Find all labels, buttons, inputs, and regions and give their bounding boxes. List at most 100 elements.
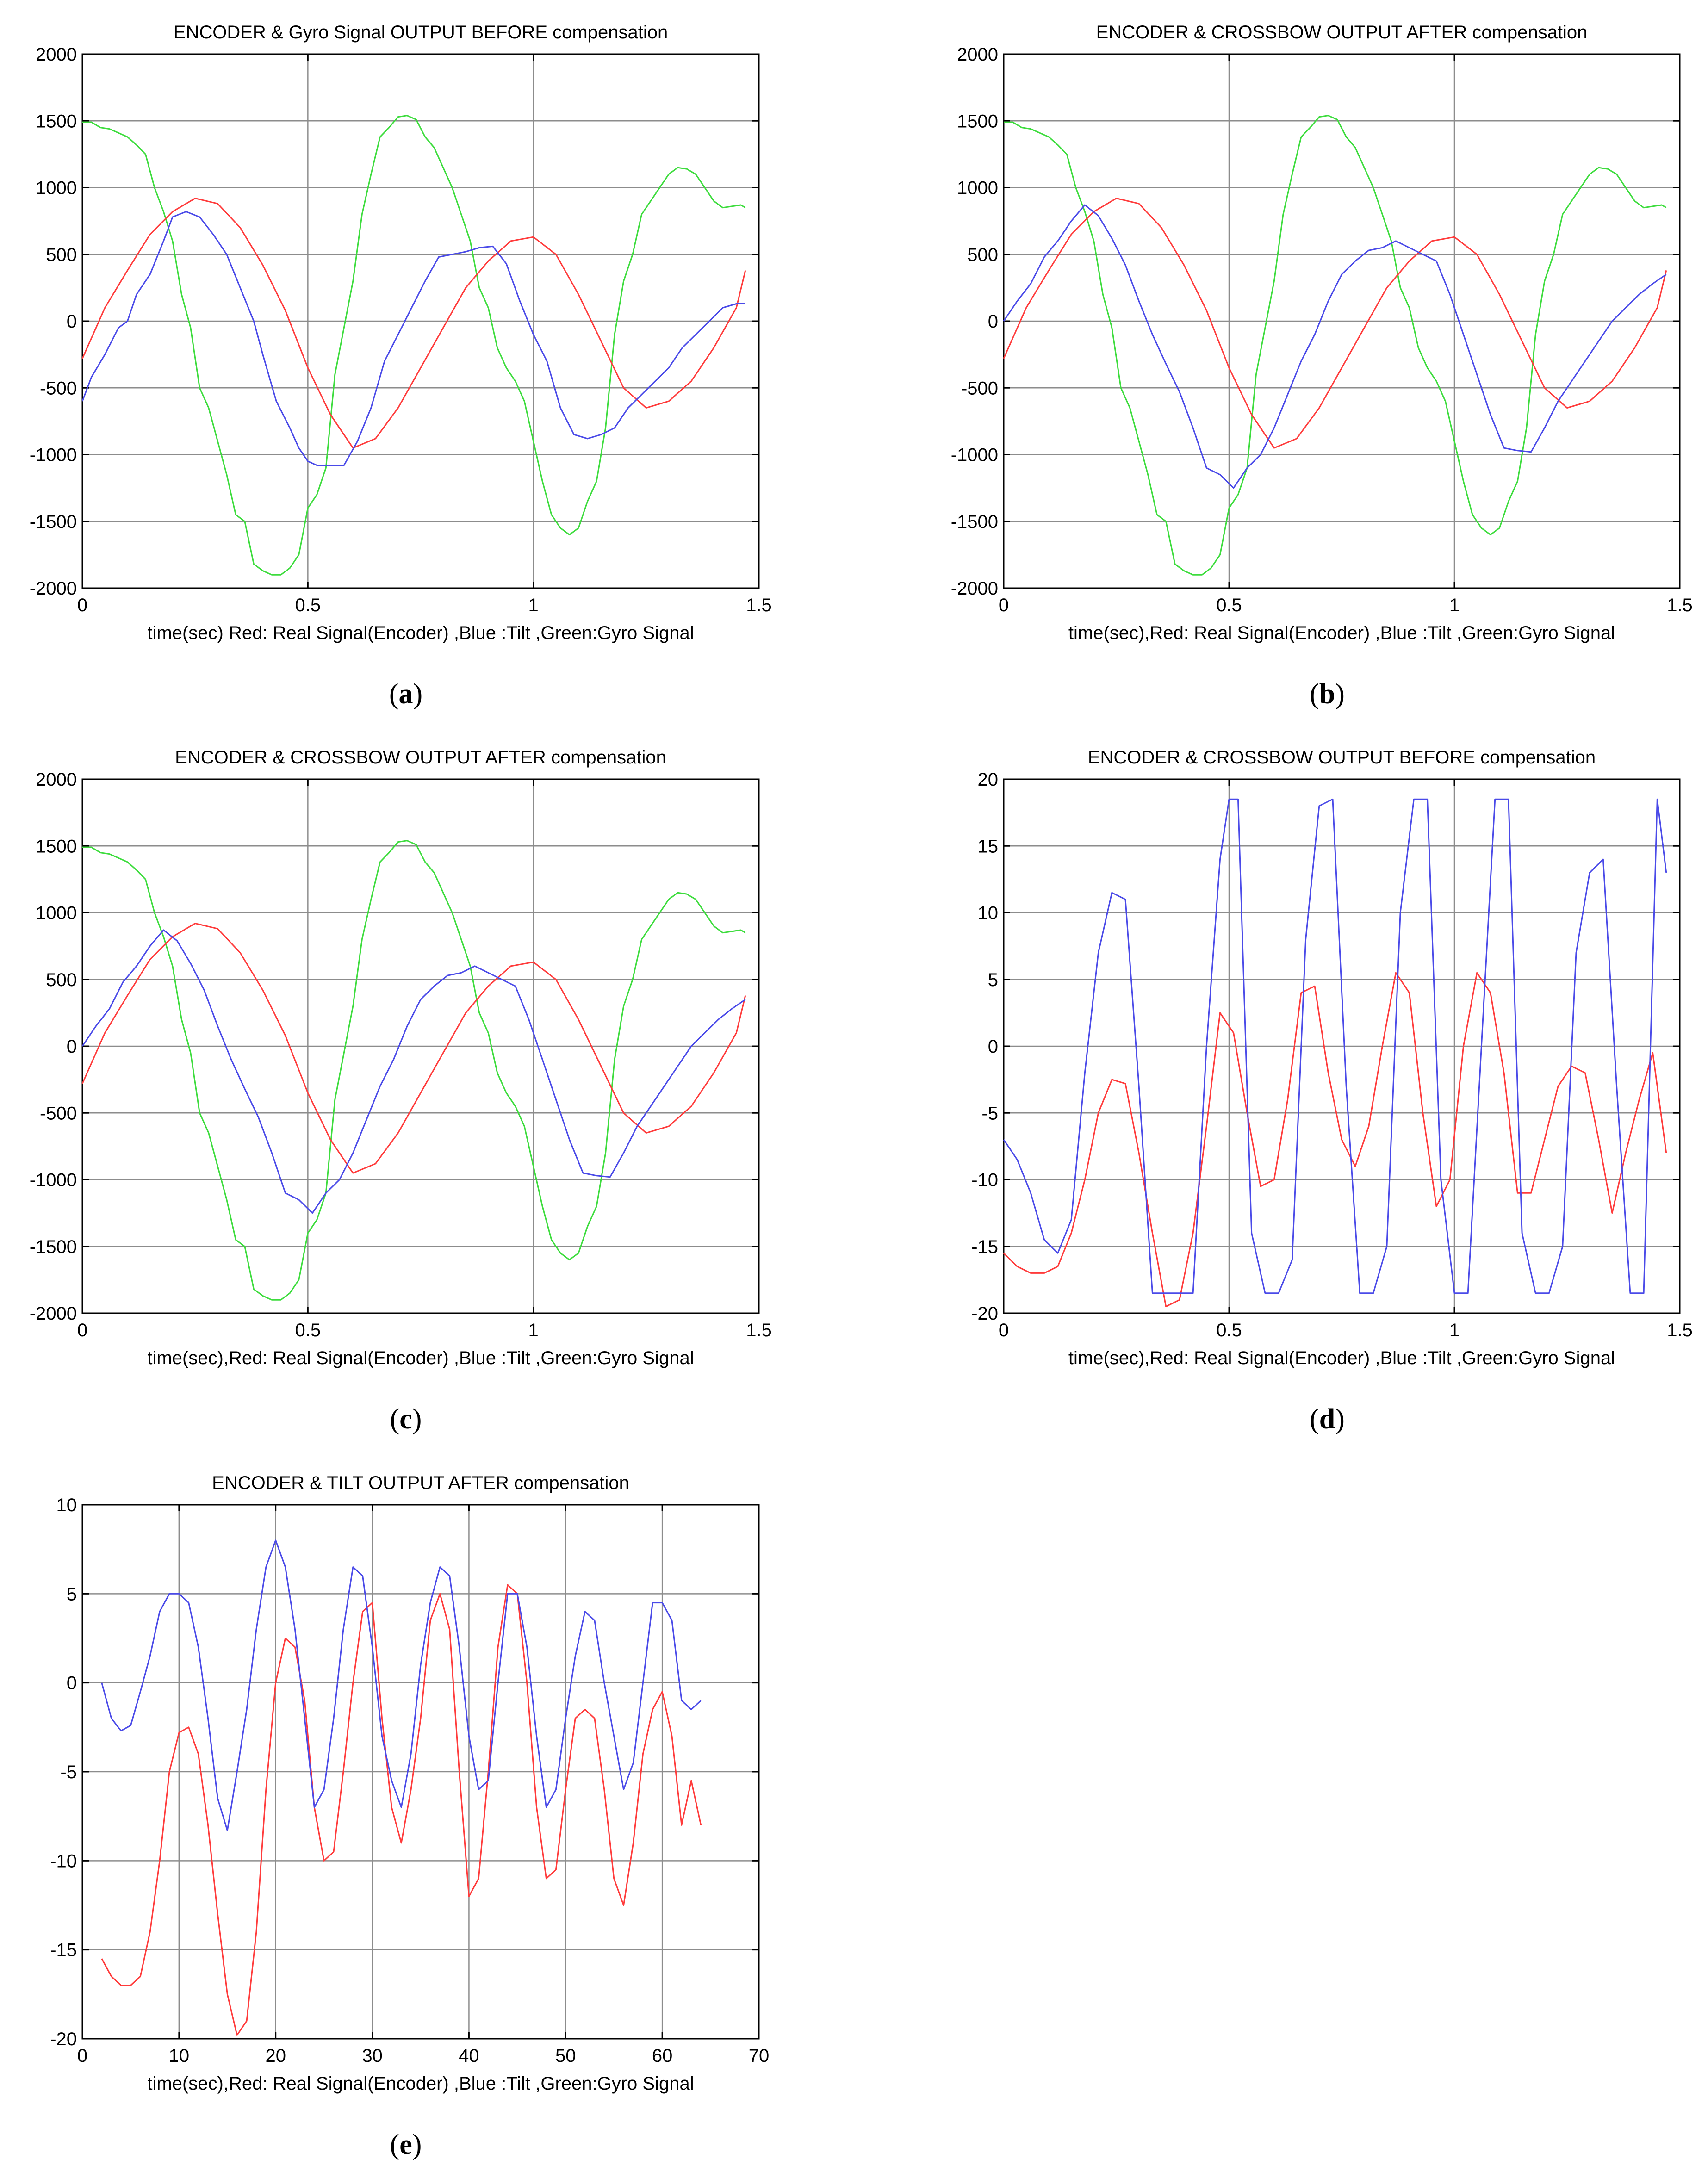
- ytick-label: -5: [60, 1762, 77, 1782]
- series-line-real: [81, 923, 746, 1174]
- series-line-tilt: [101, 1539, 702, 1831]
- ytick-label: 1500: [36, 111, 77, 131]
- chart-title: ENCODER & CROSSBOW OUTPUT BEFORE compens…: [1088, 747, 1596, 768]
- panel-label-a: (a): [389, 678, 423, 710]
- ytick-label: -1000: [30, 445, 77, 465]
- series-line-real: [101, 1584, 702, 2036]
- xtick-label: 1.5: [1667, 1320, 1693, 1340]
- chart-title: ENCODER & TILT OUTPUT AFTER compensation: [212, 1473, 629, 1493]
- xtick-label: 60: [652, 2046, 673, 2066]
- x-axis-label: time(sec),Red: Real Signal(Encoder) ,Blu…: [147, 1348, 694, 1368]
- x-axis-label: time(sec),Red: Real Signal(Encoder) ,Blu…: [1068, 1348, 1615, 1368]
- panel-label-d: (d): [1310, 1403, 1345, 1435]
- xtick-label: 10: [169, 2046, 190, 2066]
- xtick-label: 1.5: [746, 1320, 772, 1340]
- chart-a: -2000 -1500 -1000 -500 0 500 1000 1500 2000 0 0.5 1…: [30, 22, 772, 643]
- ytick-label: -20: [50, 2029, 77, 2049]
- ytick-label: -5: [981, 1103, 998, 1123]
- xtick-label: 0: [77, 595, 87, 615]
- ytick-label: 1000: [957, 178, 998, 199]
- xtick-label: 0.5: [1216, 1320, 1242, 1340]
- ytick-label: 2000: [957, 44, 998, 65]
- ytick-label: 10: [56, 1495, 77, 1515]
- ytick-label: 5: [67, 1584, 77, 1604]
- ytick-label: -10: [50, 1851, 77, 1871]
- ytick-label: -1500: [30, 1237, 77, 1257]
- xtick-label: 1.5: [1667, 595, 1693, 615]
- xtick-label: 40: [459, 2046, 479, 2066]
- xtick-label: 70: [749, 2046, 770, 2066]
- ytick-label: -1500: [30, 512, 77, 532]
- x-axis-label: time(sec) Red: Real Signal(Encoder) ,Blu…: [147, 623, 694, 643]
- ytick-label: 5: [988, 970, 998, 990]
- ytick-label: 500: [967, 245, 998, 265]
- chart-c: -2000 -1500 -1000 -500 0 500 1000 1500 2000 0 0.5 1…: [30, 747, 772, 1368]
- ytick-label: 2000: [36, 44, 77, 65]
- xtick-label: 0: [999, 1320, 1009, 1340]
- ytick-label: -1000: [30, 1170, 77, 1191]
- chart-b: -2000 -1500 -1000 -500 0 500 1000 1500 2000 0 0.5 1…: [951, 22, 1693, 643]
- ytick-label: 0: [67, 1036, 77, 1057]
- series-line-real: [1003, 198, 1667, 449]
- ytick-label: 500: [46, 245, 77, 265]
- series-line-tilt: [81, 211, 745, 466]
- ytick-label: 0: [67, 311, 77, 332]
- ytick-label: -15: [50, 1940, 77, 1961]
- x-axis-label: time(sec),Red: Real Signal(Encoder) ,Blu…: [147, 2073, 694, 2094]
- series-line-tilt: [1003, 798, 1667, 1294]
- xtick-label: 0: [77, 1320, 87, 1340]
- ytick-label: -15: [971, 1237, 998, 1257]
- ytick-label: -2000: [30, 578, 77, 599]
- series-line-gyro: [82, 115, 746, 576]
- ytick-label: 1500: [957, 111, 998, 131]
- panel-label-c: (c): [390, 1403, 422, 1435]
- xtick-label: 0.5: [1216, 595, 1242, 615]
- ytick-label: -500: [40, 1103, 77, 1123]
- xtick-label: 1: [528, 595, 539, 615]
- ytick-label: -2000: [951, 578, 998, 599]
- panel-label-e: (e): [390, 2129, 422, 2160]
- xtick-label: 1: [1449, 595, 1460, 615]
- series-line-tilt: [81, 929, 746, 1214]
- xtick-label: 1: [1449, 1320, 1460, 1340]
- ytick-label: 0: [988, 311, 998, 332]
- xtick-label: 0.5: [295, 595, 321, 615]
- series-line-gyro: [82, 840, 746, 1301]
- ytick-label: 500: [46, 970, 77, 990]
- ytick-label: 0: [988, 1036, 998, 1057]
- ytick-label: -500: [961, 378, 998, 398]
- xtick-label: 30: [362, 2046, 383, 2066]
- ytick-label: -500: [40, 378, 77, 398]
- ytick-label: -1000: [951, 445, 998, 465]
- series-line-real: [81, 198, 746, 449]
- ytick-label: -2000: [30, 1303, 77, 1324]
- xtick-label: 0: [77, 2046, 87, 2066]
- series-line-gyro: [1004, 115, 1667, 576]
- ytick-label: -1500: [951, 512, 998, 532]
- ytick-label: 20: [978, 769, 999, 790]
- xtick-label: 0.5: [295, 1320, 321, 1340]
- chart-title: ENCODER & CROSSBOW OUTPUT AFTER compensa…: [175, 747, 666, 768]
- series-line-real: [1003, 972, 1667, 1308]
- xtick-label: 1: [528, 1320, 539, 1340]
- chart-title: ENCODER & CROSSBOW OUTPUT AFTER compensa…: [1096, 22, 1588, 43]
- x-axis-label: time(sec),Red: Real Signal(Encoder) ,Blu…: [1068, 623, 1615, 643]
- ytick-label: 15: [978, 836, 999, 856]
- chart-d: -20 -15 -10 -5 0 5 10 15 20 0 0.5 1 1.5 ENCODER & CRO…: [971, 747, 1693, 1368]
- series-line-tilt: [1003, 204, 1667, 489]
- ytick-label: 1000: [36, 903, 77, 924]
- ytick-label: 2000: [36, 769, 77, 790]
- ytick-label: 10: [978, 903, 999, 924]
- xtick-label: 20: [265, 2046, 286, 2066]
- xtick-label: 0: [999, 595, 1009, 615]
- chart-e: -20 -15 -10 -5 0 5 10 0 10 20 30 40 50 60 70 ENCODER & …: [50, 1473, 769, 2094]
- xtick-label: 1.5: [746, 595, 772, 615]
- ytick-label: -10: [971, 1170, 998, 1191]
- ytick-label: 0: [67, 1673, 77, 1694]
- ytick-label: -20: [971, 1303, 998, 1324]
- xtick-label: 50: [555, 2046, 576, 2066]
- ytick-label: 1500: [36, 836, 77, 856]
- chart-title: ENCODER & Gyro Signal OUTPUT BEFORE comp…: [174, 22, 668, 43]
- ytick-label: 1000: [36, 178, 77, 199]
